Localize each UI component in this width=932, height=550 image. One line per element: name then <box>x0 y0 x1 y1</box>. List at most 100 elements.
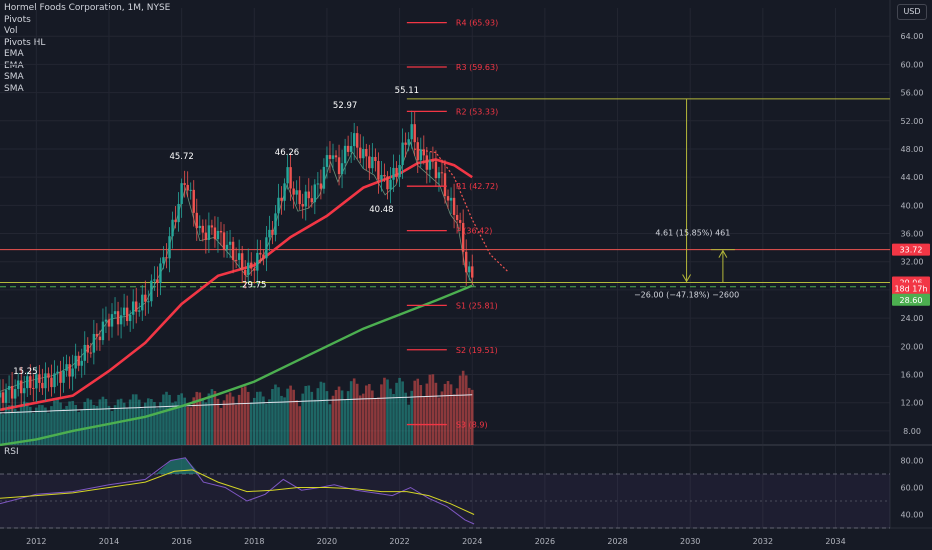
volume-bar <box>401 381 404 445</box>
volume-bar <box>53 400 56 445</box>
x-axis-tick-label: 2012 <box>26 537 46 546</box>
rsi-pane-label[interactable]: RSI <box>4 447 19 457</box>
candle-body <box>413 124 416 143</box>
candle-body <box>216 230 220 240</box>
volume-bar <box>256 391 259 445</box>
volume-bar <box>428 374 432 445</box>
candle-body <box>268 229 271 238</box>
candle-body <box>207 225 211 240</box>
candle-body <box>26 376 29 389</box>
candle-body <box>237 253 241 260</box>
candle-body <box>204 232 208 240</box>
indicator-ema-1[interactable]: EMA <box>4 49 24 59</box>
candle-body <box>371 156 374 169</box>
indicator-sma-2[interactable]: SMA <box>4 83 24 94</box>
y-axis-tick-label: 64.00 <box>901 32 924 41</box>
volume-bar <box>71 400 74 445</box>
indicator-ema-2[interactable]: EMA <box>4 60 24 71</box>
candle-body <box>180 183 183 204</box>
candle-body <box>86 344 89 353</box>
ema-thin-line <box>0 141 475 392</box>
volume-bar <box>419 385 423 445</box>
volume-bar <box>7 405 11 445</box>
price-badge <box>892 293 930 306</box>
candle-body <box>280 197 283 201</box>
candle-body <box>256 252 259 271</box>
indicator-sma-1[interactable]: SMA <box>4 72 24 82</box>
indicator-vol[interactable]: Vol <box>4 26 18 36</box>
volume-bar <box>104 399 108 445</box>
candle-body <box>401 142 404 166</box>
indicator-pivots-hl[interactable]: Pivots HL <box>4 37 46 48</box>
y-axis-tick-label: 40.00 <box>901 201 924 210</box>
candle-body <box>98 336 102 341</box>
pivot-label: R2 (53.33) <box>456 107 498 116</box>
volume-bar <box>213 391 217 445</box>
y-axis-tick-label: 24.00 <box>901 314 924 323</box>
symbol-title[interactable]: Hormel Foods Corporation, 1M, NYSE <box>4 3 171 13</box>
candle-body <box>168 236 171 259</box>
volume-bar <box>234 404 238 445</box>
candle-body <box>301 204 304 207</box>
candle-body <box>71 368 74 377</box>
volume-bar <box>98 399 102 445</box>
volume-bar <box>86 398 90 445</box>
currency-button[interactable]: USD <box>897 4 927 20</box>
volume-bar <box>153 402 156 445</box>
x-axis-tick-label: 2030 <box>680 537 700 546</box>
candle-body <box>383 174 386 177</box>
candle-body <box>407 139 410 145</box>
candle-body <box>125 307 129 322</box>
y-axis-tick-label: 56.00 <box>901 89 924 98</box>
x-axis-tick-label: 2034 <box>825 537 845 546</box>
volume-bar <box>464 375 468 445</box>
volume-bar <box>150 398 153 445</box>
candle-body <box>171 219 174 237</box>
candle-body <box>307 191 310 199</box>
candle-body <box>35 374 38 389</box>
candle-body <box>4 389 8 403</box>
volume-bar <box>280 395 283 445</box>
volume-bar <box>455 388 459 445</box>
volume-bar <box>198 392 202 445</box>
candle-body <box>41 382 44 389</box>
candle-body <box>410 124 413 140</box>
candle-body <box>334 155 338 158</box>
sma-green-line <box>0 284 473 447</box>
volume-bar <box>22 401 26 445</box>
x-axis-tick-label: 2016 <box>171 537 191 546</box>
candle-body <box>128 314 132 322</box>
measure-up-label: 4.61 (15.85%) 461 <box>655 229 730 238</box>
candle-body <box>425 155 429 170</box>
candle-body <box>446 196 450 201</box>
candle-body <box>343 145 347 164</box>
price-badge <box>892 243 930 256</box>
indicator-pivots[interactable]: Pivots <box>4 14 31 25</box>
volume-bar <box>458 375 462 445</box>
volume-bar <box>162 394 165 445</box>
swing-high-low-label: 46.26 <box>275 148 299 158</box>
volume-bar <box>59 402 62 445</box>
candle-body <box>95 333 99 337</box>
volume-bar <box>1 414 5 445</box>
volume-bar <box>349 381 353 445</box>
candle-body <box>313 184 317 203</box>
volume-bar <box>301 393 305 445</box>
volume-bar <box>128 399 132 445</box>
volume-bar <box>425 383 429 445</box>
volume-bar <box>16 411 20 445</box>
candle-body <box>356 133 359 148</box>
x-axis-tick-label: 2014 <box>99 537 119 546</box>
candle-body <box>186 184 189 191</box>
volume-bar <box>56 399 59 445</box>
candle-body <box>419 149 422 161</box>
candle-body <box>292 188 295 195</box>
volume-bar <box>19 404 23 445</box>
candlesticks <box>0 110 474 413</box>
volume-bar <box>110 410 114 445</box>
candle-body <box>198 225 201 229</box>
volume-bar <box>80 409 84 445</box>
volume-bar <box>183 397 186 445</box>
candle-body <box>119 315 123 325</box>
